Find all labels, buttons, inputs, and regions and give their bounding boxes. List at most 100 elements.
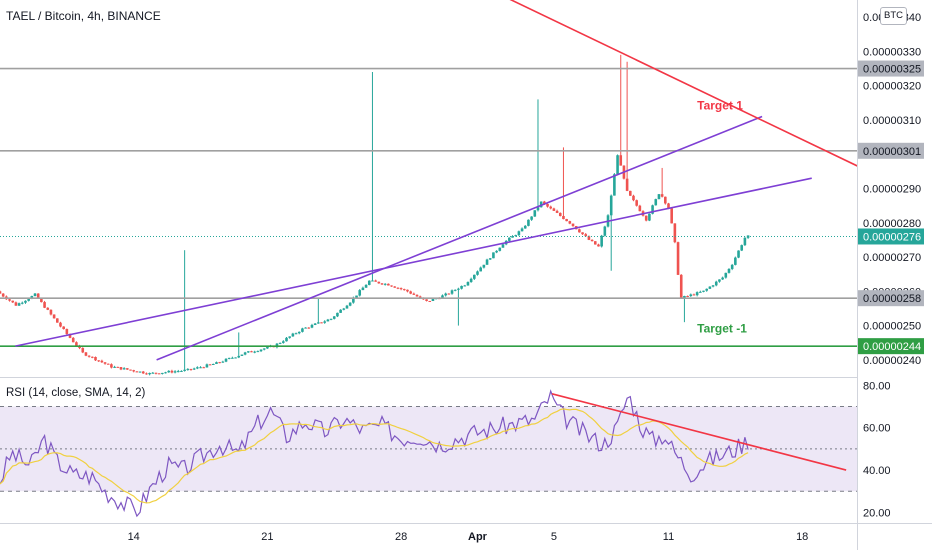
candle-body [374,280,377,282]
candle-body [539,201,543,208]
rsi-tick-label: 60.00 [863,423,891,435]
candle-body [285,337,288,342]
candle-body [406,289,409,292]
support-price-badge-text: 0.00000244 [863,341,921,353]
candle-body [116,366,120,368]
candle-body [457,288,460,290]
candle-body [81,348,85,353]
rsi-pane: 80.00 60.00 40.00 20.00 [0,380,891,519]
price-level-badge[interactable] [858,290,924,307]
candle-body [27,298,30,301]
candle-body [485,259,489,265]
candle-body [587,236,591,240]
candle-body [189,368,193,370]
candle-body [68,333,72,338]
time-tick-label: 5 [551,531,557,543]
candle-body [364,284,368,288]
price-level-badge-text: 0.00000301 [863,146,921,158]
currency-button[interactable]: BTC [880,7,907,25]
resistance-trendline[interactable] [504,0,861,168]
candle-body [110,364,113,368]
candle-body [727,268,731,273]
candle-body [113,366,116,368]
candle-body [393,286,397,288]
rsi-band-fill [0,406,857,492]
price-axis[interactable]: 0.000003400.000003300.000003200.00000310… [858,12,924,367]
candle-body [460,285,463,289]
rsi-trendline[interactable] [551,393,847,471]
candle-body [221,361,225,363]
candle-body [52,314,56,319]
candle-body [317,322,320,324]
candle-body [387,283,390,286]
candle-body [447,293,451,295]
candle-body [705,288,708,291]
candle-body [714,281,718,286]
support-price-badge[interactable] [858,338,924,355]
candle-body [479,267,482,272]
candle-body [441,295,444,299]
candle-body [17,303,21,306]
price-tick-label: 0.00000310 [863,115,921,127]
price-level-badge[interactable] [858,142,924,159]
candle-body [590,239,594,242]
candle-body [307,327,311,329]
candle-body [183,369,186,371]
candle-body [399,288,403,290]
candle-body [336,312,339,317]
candle-body [262,348,266,350]
rsi-line [0,389,749,518]
candle-body [358,290,362,296]
candle-body [555,210,559,213]
time-axis[interactable]: 14 21 28 Apr 5 11 18 [128,531,809,543]
candle-body [670,208,673,224]
candle-body [367,280,371,285]
candle-body [62,326,65,330]
candle-body [635,200,638,206]
candle-body [33,293,37,297]
candle-body [581,232,584,235]
drawing-layer[interactable]: Target 1 Target -1 [0,0,861,361]
candle-body [613,174,616,196]
price-level-badge[interactable] [858,60,924,77]
candle-body [568,221,572,224]
current-price-badge[interactable] [858,228,924,245]
candle-body [676,242,680,275]
price-tick-label: 0.00000290 [863,184,921,196]
candle-body [552,208,556,211]
time-tick-label: 21 [261,531,273,543]
time-tick-label: 28 [395,531,407,543]
rsi-ma-line [0,408,749,504]
channel-lower-line[interactable] [15,177,812,347]
candle-body [734,257,737,265]
candle-body [329,318,333,320]
candle-body [323,321,326,323]
candle-body [132,370,135,372]
candle-body [94,356,97,361]
candle-body [84,352,88,356]
candle-body [40,298,43,303]
candle-body [578,229,581,233]
candle-body [288,336,291,338]
candle-body [730,264,734,269]
channel-upper-line[interactable] [156,115,763,361]
candle-body [444,293,447,296]
time-tick-label: Apr [468,531,488,543]
candle-body [609,195,613,216]
candle-body [648,213,651,221]
candle-body [565,219,568,222]
candle-body [135,371,139,373]
candle-body [256,351,260,353]
target-1-label: Target 1 [697,99,743,113]
candle-body [740,245,744,251]
candle-body [129,369,132,371]
candle-body [205,364,209,368]
candle-body [695,292,699,296]
candle-body [527,219,530,226]
candle-body [679,274,683,298]
candle-body [11,300,15,303]
candle-body [234,357,237,359]
candle-body [673,223,677,243]
